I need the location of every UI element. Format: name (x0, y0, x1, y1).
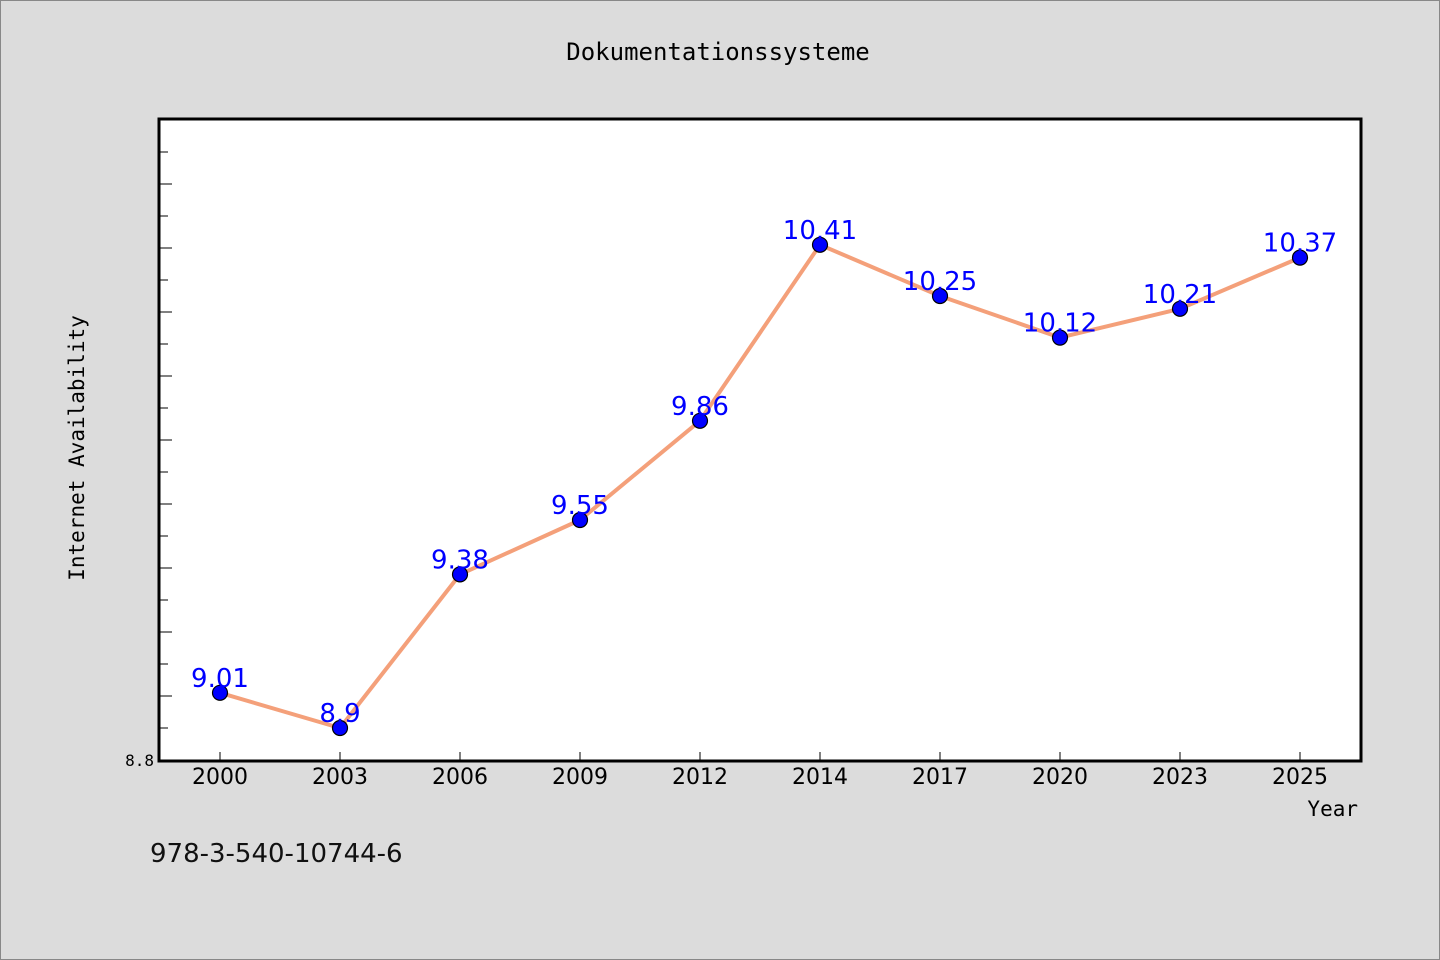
x-tick-label: 2009 (552, 765, 608, 790)
x-tick-label: 2025 (1272, 765, 1328, 790)
data-label: 9.01 (191, 664, 249, 694)
x-tick-label: 2020 (1032, 765, 1088, 790)
data-label: 10.41 (783, 216, 857, 246)
x-axis-label: Year (1307, 797, 1358, 821)
y-axis-ticks: 8.8 (125, 151, 172, 770)
x-tick-label: 2003 (312, 765, 368, 790)
data-label: 9.38 (431, 545, 489, 575)
x-axis-ticks: 2000 2003 2006 2009 2012 2014 2017 2020 2023 2025 (192, 752, 1328, 790)
data-label: 10.12 (1023, 309, 1097, 339)
x-tick-label: 2014 (792, 765, 848, 790)
chart-title: Dokumentationssysteme (566, 38, 869, 66)
data-point (1051, 329, 1069, 346)
data-point (331, 719, 349, 737)
data-labels: 9.01 8.9 9.38 9.55 9.86 10.41 10.25 10.12 10.21 1… (191, 216, 1337, 729)
x-tick-label: 2000 (192, 765, 248, 790)
footer-isbn: 978-3-540-10744-6 (150, 839, 403, 869)
data-markers (211, 236, 1309, 737)
data-point (931, 287, 949, 305)
y-axis-label: Internet Availability (65, 315, 89, 581)
data-point (451, 566, 469, 583)
plot-area (157, 117, 1363, 763)
data-label: 9.55 (551, 491, 609, 521)
data-label: 9.86 (671, 392, 729, 422)
data-point (571, 511, 589, 529)
data-point (811, 236, 829, 253)
x-tick-label: 2012 (672, 765, 728, 790)
data-label: 10.21 (1143, 280, 1217, 310)
x-tick-label: 2017 (912, 765, 968, 790)
data-label: 8.9 (319, 699, 360, 729)
data-point (1171, 300, 1189, 317)
x-tick-label: 2006 (432, 765, 488, 790)
series-line (219, 242, 1301, 730)
data-label: 10.37 (1263, 229, 1337, 259)
y-tick-label: 8.8 (125, 751, 154, 770)
data-point (211, 684, 229, 701)
data-label: 10.25 (903, 267, 977, 297)
x-tick-label: 2023 (1152, 765, 1208, 790)
data-point (691, 412, 709, 429)
data-point (1291, 249, 1309, 266)
